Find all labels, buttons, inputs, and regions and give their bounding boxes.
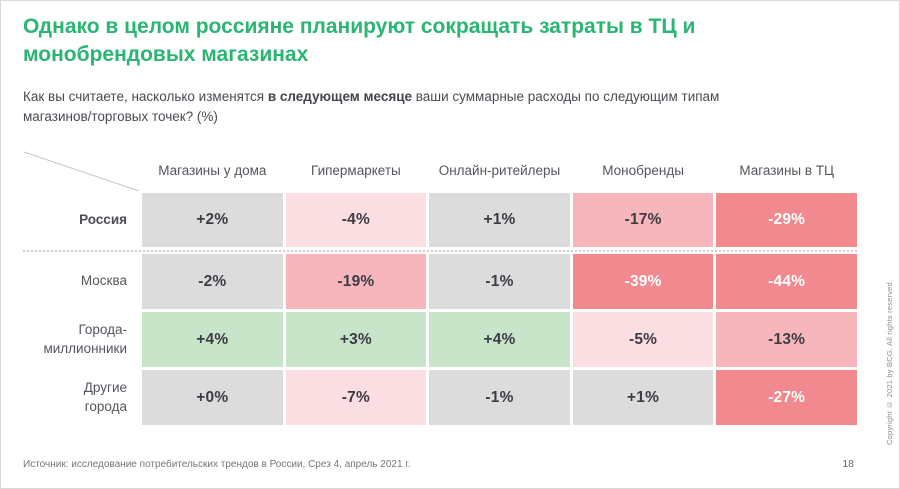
table-cell: -27% — [716, 370, 857, 425]
slide-subtitle: Как вы считаете, насколько изменятся в с… — [23, 87, 843, 128]
table-cell: -7% — [285, 370, 427, 425]
spending-change-table: Магазины у дома Гипермаркеты Онлайн-ритейл… — [23, 149, 857, 428]
column-header: Магазины в ТЦ — [739, 162, 835, 178]
subtitle-bold: в следующем месяце — [267, 89, 413, 104]
column-header: Гипермаркеты — [311, 162, 401, 178]
subtitle-suffix: ваши суммарные расходы по следующим типа… — [23, 89, 720, 125]
copyright-notice: Copyright © 2021 by BCG. All rights rese… — [885, 279, 894, 445]
table-cell: +4% — [429, 312, 570, 367]
row-label: Города- миллионники — [43, 322, 127, 356]
table-cell: -4% — [285, 193, 427, 247]
row-label: Россия — [79, 211, 127, 227]
table-cell: +0% — [142, 370, 283, 425]
table-cell: -1% — [429, 254, 570, 309]
table-cell: -1% — [429, 370, 570, 425]
table-header-row: Магазины у дома Гипермаркеты Онлайн-ритейл… — [23, 149, 857, 191]
row-label: Другие города — [83, 380, 127, 414]
row-label: Москва — [80, 273, 127, 289]
column-header: Монобренды — [602, 162, 684, 178]
national-city-divider — [23, 250, 857, 252]
table-body: Россия +2% -4% +1% -17% -29% Москва -2% -19% -1% -… — [23, 193, 857, 425]
table-cell: +2% — [142, 193, 283, 247]
table-row: Москва -2% -19% -1% -39% -44% — [23, 254, 857, 309]
table-cell: -5% — [572, 312, 714, 367]
source-note: Источник: исследование потребительских т… — [23, 459, 411, 470]
diagonal-divider-line — [23, 151, 139, 191]
table-cell: -2% — [142, 254, 283, 309]
column-header: Онлайн-ритейлеры — [438, 162, 561, 178]
table-row: Другие города +0% -7% -1% +1% -27% — [23, 370, 857, 425]
page-number: 18 — [842, 458, 854, 470]
table-cell: -19% — [285, 254, 427, 309]
table-cell: -29% — [716, 193, 857, 247]
table-cell: +4% — [142, 312, 283, 367]
table-row: Россия +2% -4% +1% -17% -29% — [23, 193, 857, 247]
table-row: Города- миллионники +4% +3% +4% -5% -13% — [23, 312, 857, 367]
table-cell: -44% — [716, 254, 857, 309]
table-cell: -17% — [572, 193, 714, 247]
slide-title: Однако в целом россияне планируют сокращ… — [23, 15, 696, 66]
table-cell: +3% — [285, 312, 427, 367]
column-header: Магазины у дома — [158, 162, 267, 178]
table-cell: -13% — [716, 312, 857, 367]
table-corner-cell — [23, 149, 139, 191]
subtitle-prefix: Как вы считаете, насколько изменятся — [23, 89, 268, 104]
table-cell: +1% — [429, 193, 570, 247]
table-cell: +1% — [572, 370, 714, 425]
table-cell: -39% — [572, 254, 714, 309]
